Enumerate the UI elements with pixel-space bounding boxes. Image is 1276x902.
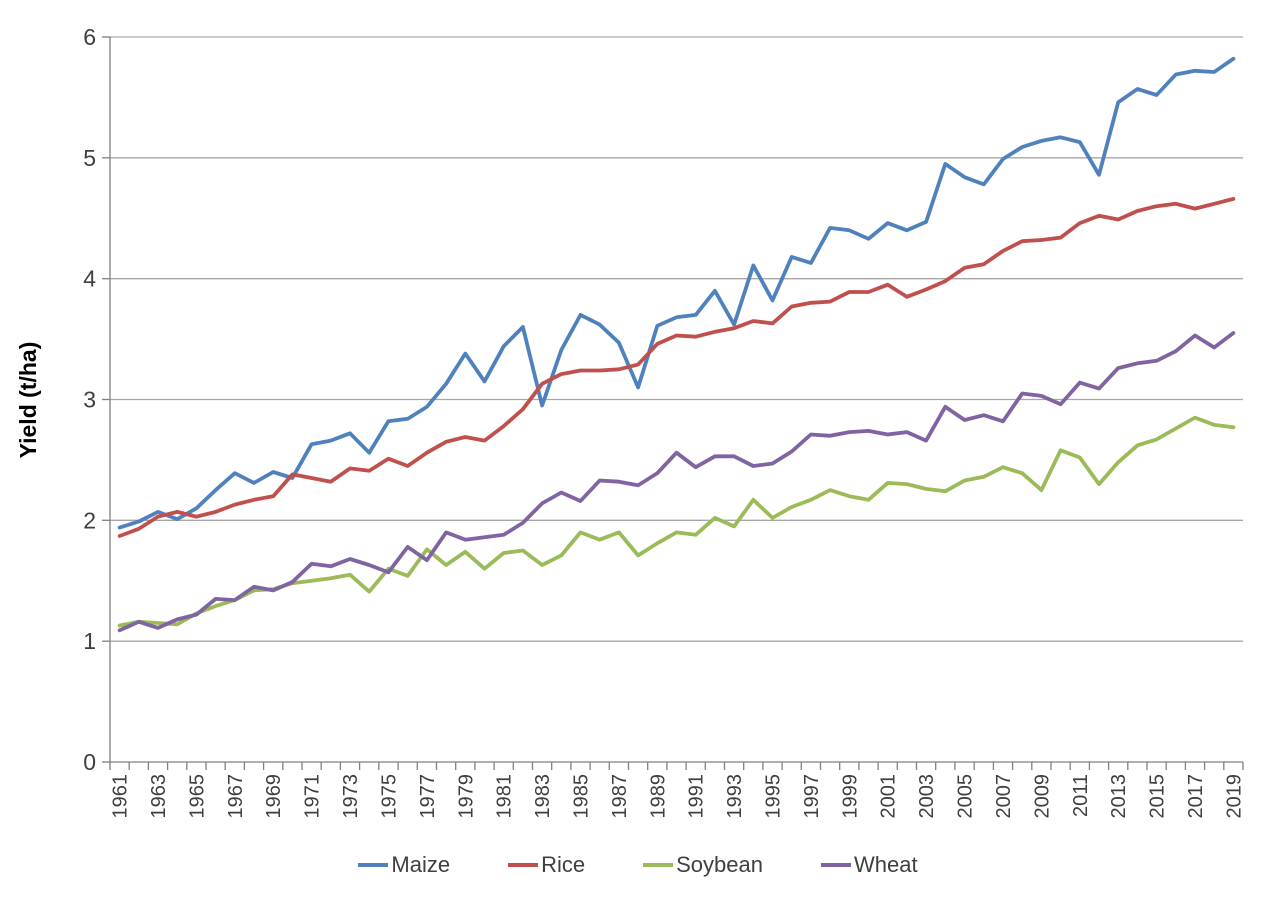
y-tick-label: 3	[83, 387, 96, 413]
x-tick-label: 1999	[839, 774, 861, 819]
x-tick-label: 1961	[110, 774, 132, 819]
x-tick-label: 2017	[1185, 774, 1207, 819]
x-tick-label: 1987	[609, 774, 631, 819]
y-tick-label: 0	[83, 749, 96, 775]
legend-label-maize: Maize	[391, 852, 451, 877]
x-tick-label: 2011	[1070, 774, 1092, 817]
legend-label-rice: Rice	[541, 852, 586, 877]
wheat-line-swatch	[820, 863, 851, 867]
legend-label-soybean: Soybean	[676, 852, 763, 877]
x-tick-label: 1969	[263, 774, 285, 819]
y-tick-label: 5	[83, 145, 96, 171]
series-line-soybean	[117, 415, 1236, 628]
y-tick-label: 4	[83, 266, 96, 292]
plot-area: Yield (t/ha) 0 1 2 3 4 5 6 1961 1963 1965 1967 1969…	[15, 24, 1245, 819]
x-tick-label: 1963	[148, 774, 170, 819]
legend-item-soybean: Soybean	[643, 854, 763, 876]
x-tick-label: 2001	[878, 774, 900, 819]
x-tick-label: 1995	[763, 774, 785, 819]
series-line-wheat	[117, 331, 1236, 633]
x-tick-label: 2019	[1223, 774, 1245, 819]
x-tick-label: 1965	[186, 774, 208, 819]
y-tick-label: 6	[83, 24, 96, 50]
x-tick-label: 1993	[724, 774, 746, 819]
x-tick-label: 2015	[1147, 774, 1169, 819]
x-tick-label: 1967	[225, 774, 247, 819]
x-tick-label: 1981	[494, 774, 516, 819]
legend-item-rice: Rice	[508, 854, 585, 876]
legend-label-wheat: Wheat	[853, 852, 918, 877]
x-tick-label: 1983	[532, 774, 554, 819]
soybean-line-swatch	[643, 863, 674, 867]
x-tick-label: 1975	[378, 774, 400, 819]
legend: Maize Rice Soybean Wheat	[0, 854, 1276, 876]
x-tick-label: 1979	[455, 774, 477, 819]
x-tick-label: 2009	[1031, 774, 1053, 819]
x-tick-label: 1977	[417, 774, 439, 819]
x-tick-label: 2013	[1108, 774, 1130, 819]
series-line-maize	[117, 56, 1236, 530]
rice-line-swatch	[508, 863, 539, 867]
legend-item-maize: Maize	[358, 854, 450, 876]
x-tick-label: 1991	[686, 774, 708, 819]
x-tick-label: 1973	[340, 774, 362, 819]
maize-line-swatch	[358, 863, 389, 867]
x-tick-label: 1971	[302, 774, 324, 819]
x-tick-label: 1985	[571, 774, 593, 819]
y-tick-label: 1	[83, 628, 96, 654]
y-axis-title: Yield (t/ha)	[15, 342, 41, 459]
series-line-rice	[117, 196, 1236, 538]
x-tick-label: 2007	[993, 774, 1015, 819]
x-tick-label: 2003	[916, 774, 938, 819]
x-tick-label: 1997	[801, 774, 823, 819]
y-tick-label: 2	[83, 507, 96, 533]
x-tick-label: 1989	[647, 774, 669, 819]
legend-item-wheat: Wheat	[820, 852, 918, 877]
x-tick-label: 2005	[955, 774, 977, 819]
